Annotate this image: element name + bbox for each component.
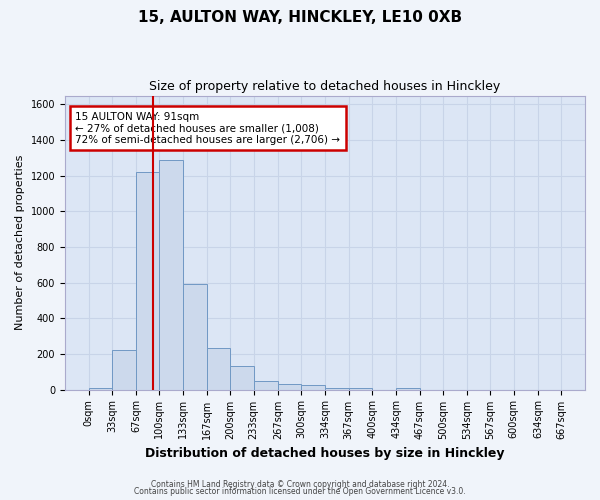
Bar (183, 284, 207, 390)
Bar (325, 388, 349, 390)
Text: Contains public sector information licensed under the Open Government Licence v3: Contains public sector information licen… (134, 487, 466, 496)
Bar (349, 388, 372, 390)
Text: Contains HM Land Registry data © Crown copyright and database right 2024.: Contains HM Land Registry data © Crown c… (151, 480, 449, 489)
Bar (89, 388, 112, 390)
Text: 15 AULTON WAY: 91sqm
← 27% of detached houses are smaller (1,008)
72% of semi-de: 15 AULTON WAY: 91sqm ← 27% of detached h… (76, 112, 340, 145)
Bar (230, 366, 254, 390)
Title: Size of property relative to detached houses in Hinckley: Size of property relative to detached ho… (149, 80, 500, 93)
Bar (160, 160, 183, 390)
Bar (396, 388, 419, 390)
Bar (278, 384, 301, 390)
Bar (136, 172, 160, 390)
Bar (112, 350, 136, 390)
X-axis label: Distribution of detached houses by size in Hinckley: Distribution of detached houses by size … (145, 447, 505, 460)
Text: 15, AULTON WAY, HINCKLEY, LE10 0XB: 15, AULTON WAY, HINCKLEY, LE10 0XB (138, 10, 462, 25)
Y-axis label: Number of detached properties: Number of detached properties (15, 155, 25, 330)
Bar (254, 380, 278, 390)
Bar (301, 385, 325, 390)
Bar (207, 348, 230, 390)
